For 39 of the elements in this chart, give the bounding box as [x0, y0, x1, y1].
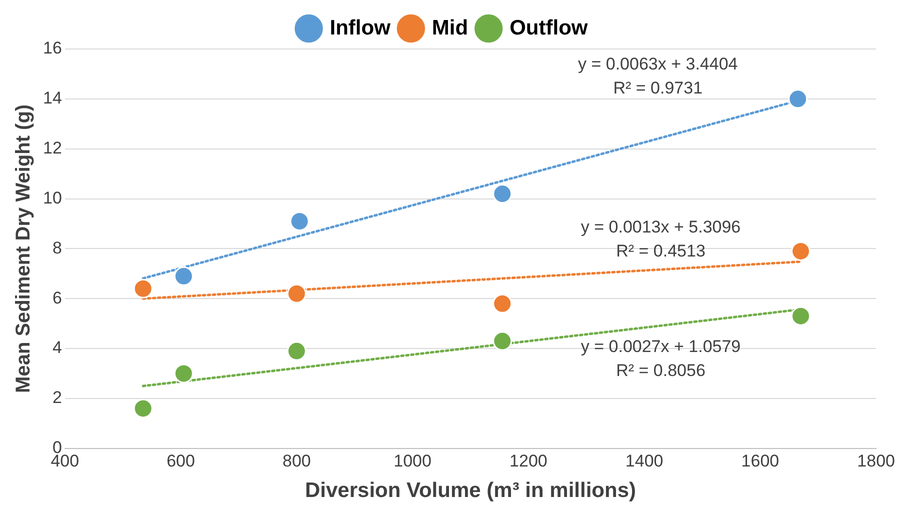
- x-tick-label: 1000: [394, 451, 432, 470]
- point: [286, 341, 306, 361]
- y-tick-label: 6: [52, 288, 62, 308]
- x-tick-label: 1800: [857, 451, 896, 470]
- point: [133, 278, 153, 298]
- annotation: R² = 0.9731: [613, 78, 703, 98]
- x-tick-label: 800: [282, 451, 311, 470]
- y-tick-label: 8: [52, 238, 62, 258]
- x-tick-label: 1400: [625, 451, 664, 470]
- point: [492, 184, 512, 204]
- y-tick-label: 4: [52, 338, 62, 358]
- point: [174, 364, 194, 384]
- x-tick-label: 1200: [510, 451, 548, 470]
- legend-label: Inflow: [330, 16, 392, 40]
- annotation: R² = 0.8056: [616, 361, 706, 380]
- point: [174, 266, 194, 286]
- point: [492, 294, 512, 314]
- point: [492, 331, 512, 351]
- y-tick-label: 14: [42, 88, 62, 108]
- x-tick-label: 1600: [741, 451, 780, 470]
- point: [133, 398, 153, 418]
- legend-label: Outflow: [510, 16, 588, 40]
- y-tick-label: 2: [52, 388, 62, 408]
- annotation: y = 0.0027x + 1.0579: [580, 337, 741, 356]
- point: [791, 306, 811, 326]
- annotation: R² = 0.4513: [616, 241, 706, 260]
- x-axis-title: Diversion Volume (m³ in millions): [305, 479, 636, 502]
- x-tick-label: 600: [166, 451, 195, 470]
- point: [791, 241, 811, 261]
- point: [286, 284, 306, 304]
- annotation: y = 0.0063x + 3.4404: [578, 54, 738, 74]
- y-tick-label: 12: [42, 138, 62, 158]
- y-axis-title: Mean Sediment Dry Weight (g): [12, 104, 35, 393]
- point: [290, 211, 310, 231]
- annotation: y = 0.0013x + 5.3096: [580, 217, 741, 236]
- point: [788, 89, 808, 109]
- y-tick-label: 10: [42, 188, 62, 208]
- y-tick-label: 16: [42, 38, 62, 58]
- legend-label: Mid: [432, 16, 468, 40]
